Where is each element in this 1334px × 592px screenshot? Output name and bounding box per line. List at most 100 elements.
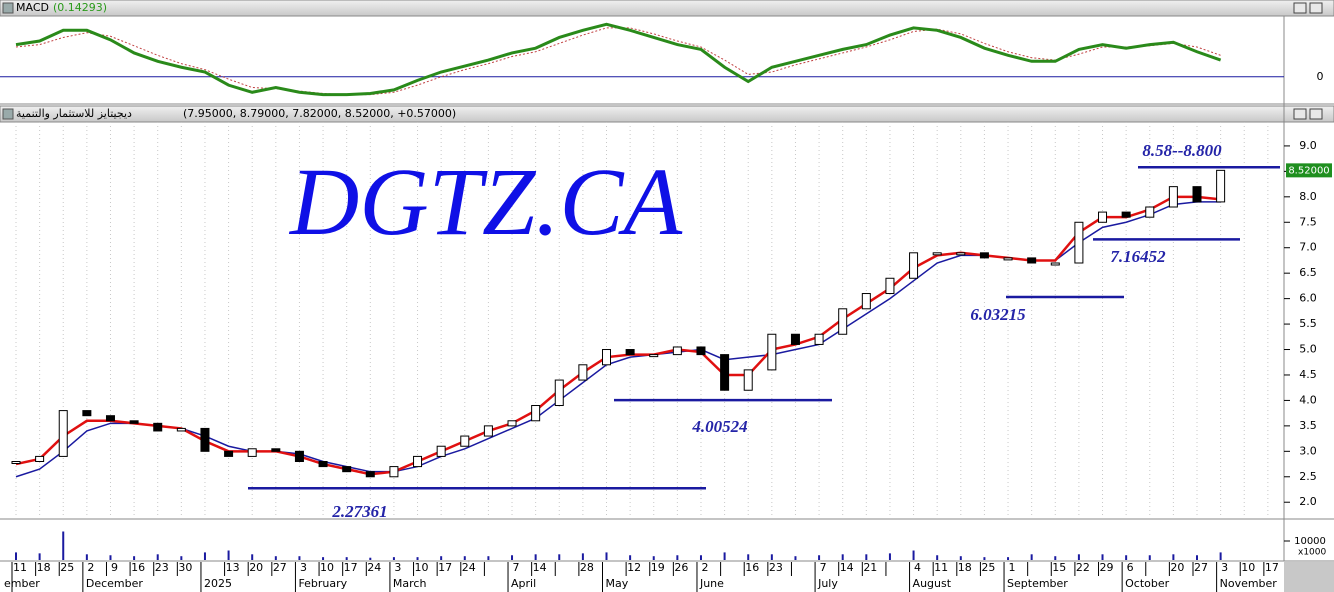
volume-bar	[699, 555, 702, 560]
x-tick-label: 24	[462, 561, 476, 574]
x-tick-label: 17	[438, 561, 452, 574]
y-tick-label: 2.0	[1299, 495, 1317, 508]
candle	[389, 466, 399, 478]
x-tick-label: 12	[627, 561, 641, 574]
month-label: September	[1007, 577, 1068, 590]
volume-bar	[62, 531, 65, 560]
volume-bar	[794, 556, 797, 560]
volume-bar	[345, 557, 348, 560]
x-tick-label: 16	[745, 561, 759, 574]
signal-line	[15, 27, 1221, 96]
candle	[743, 369, 753, 391]
volume-bar	[1030, 554, 1033, 560]
moving-average	[15, 195, 1221, 476]
x-tick-label: 3	[394, 561, 401, 574]
y-tick-label: 9.0	[1299, 139, 1317, 152]
x-tick-label: 19	[651, 561, 665, 574]
candle	[956, 252, 966, 256]
maximize-button[interactable]	[1309, 108, 1323, 120]
x-tick-label: 25	[60, 561, 74, 574]
level-label: 6.03215	[970, 305, 1026, 324]
month-label: May	[606, 577, 629, 590]
price-values: (7.95000, 8.79000, 7.82000, 8.52000, +0.…	[183, 107, 456, 120]
candle	[247, 448, 257, 457]
x-tick-label: 10	[320, 561, 334, 574]
volume-bar	[652, 556, 655, 560]
y-tick-label: 5.0	[1299, 343, 1317, 356]
x-tick-label: 15	[1052, 561, 1066, 574]
y-tick-label: 0	[1317, 70, 1324, 83]
last-price-label: 8.52000	[1288, 165, 1329, 176]
x-tick-label: 28	[580, 561, 594, 574]
volume-bar	[818, 555, 821, 560]
candle	[271, 448, 281, 452]
month-label: ember	[4, 577, 40, 590]
candle	[720, 354, 730, 391]
volume-bar	[629, 555, 632, 560]
candle	[838, 308, 848, 335]
volume-bar	[581, 553, 584, 560]
candle	[129, 420, 139, 424]
month-label: July	[817, 577, 838, 590]
volume-bar	[440, 556, 443, 560]
candle	[1168, 186, 1178, 208]
minimize-button[interactable]	[1293, 2, 1307, 14]
candle	[82, 410, 92, 417]
candle	[672, 346, 682, 356]
candle	[294, 450, 304, 463]
x-tick-label: 23	[155, 561, 169, 574]
x-tick-label: 20	[1170, 561, 1184, 574]
maximize-button[interactable]	[1309, 2, 1323, 14]
last-price-box	[1286, 163, 1332, 178]
volume-bar	[1125, 555, 1128, 560]
x-tick-label: 2	[701, 561, 708, 574]
candle	[625, 349, 635, 356]
volume-bar	[747, 554, 750, 560]
candle	[483, 425, 493, 437]
volume-bar	[463, 556, 466, 560]
x-tick-label: 3	[1221, 561, 1228, 574]
volume-bar	[1007, 557, 1010, 560]
candle	[1074, 221, 1084, 264]
candle	[460, 435, 470, 447]
volume-bar	[203, 552, 206, 560]
volume-bar	[1148, 555, 1151, 560]
x-tick-label: 14	[533, 561, 547, 574]
volume-bar	[865, 554, 868, 560]
volume-bar	[888, 553, 891, 560]
x-tick-label: 1	[1009, 561, 1016, 574]
minimize-button[interactable]	[1293, 108, 1307, 120]
x-tick-label: 11	[13, 561, 27, 574]
y-tick-label: 4.0	[1299, 393, 1317, 406]
candle	[861, 293, 871, 310]
x-tick-label: 27	[1194, 561, 1208, 574]
month-label: February	[298, 577, 347, 590]
volume-bar	[1101, 554, 1104, 560]
volume-bar	[487, 556, 490, 560]
x-tick-label: 7	[820, 561, 827, 574]
candle	[979, 252, 989, 259]
x-tick-label: 18	[37, 561, 51, 574]
candle	[531, 405, 541, 422]
y-tick-label: 8.0	[1299, 190, 1317, 203]
volume-bar	[1077, 554, 1080, 560]
candle	[1003, 257, 1013, 261]
macd-title-bar	[0, 0, 1334, 17]
candle	[1098, 211, 1108, 223]
y-tick-label: 7.5	[1299, 215, 1317, 228]
x-tick-label: 2	[87, 561, 94, 574]
x-tick-label: 13	[226, 561, 240, 574]
candle	[885, 277, 895, 295]
month-label: November	[1220, 577, 1278, 590]
volume-bar	[676, 555, 679, 560]
month-label: April	[511, 577, 536, 590]
volume-bar	[1172, 554, 1175, 560]
panel-icon	[2, 108, 14, 120]
level-label: 2.27361	[331, 502, 387, 521]
x-tick-label: 20	[249, 561, 263, 574]
level-label: 8.58--8.800	[1142, 141, 1222, 160]
x-tick-label: 11	[934, 561, 948, 574]
volume-bar	[912, 550, 915, 560]
volume-bar	[15, 552, 17, 560]
candle	[1216, 169, 1226, 203]
